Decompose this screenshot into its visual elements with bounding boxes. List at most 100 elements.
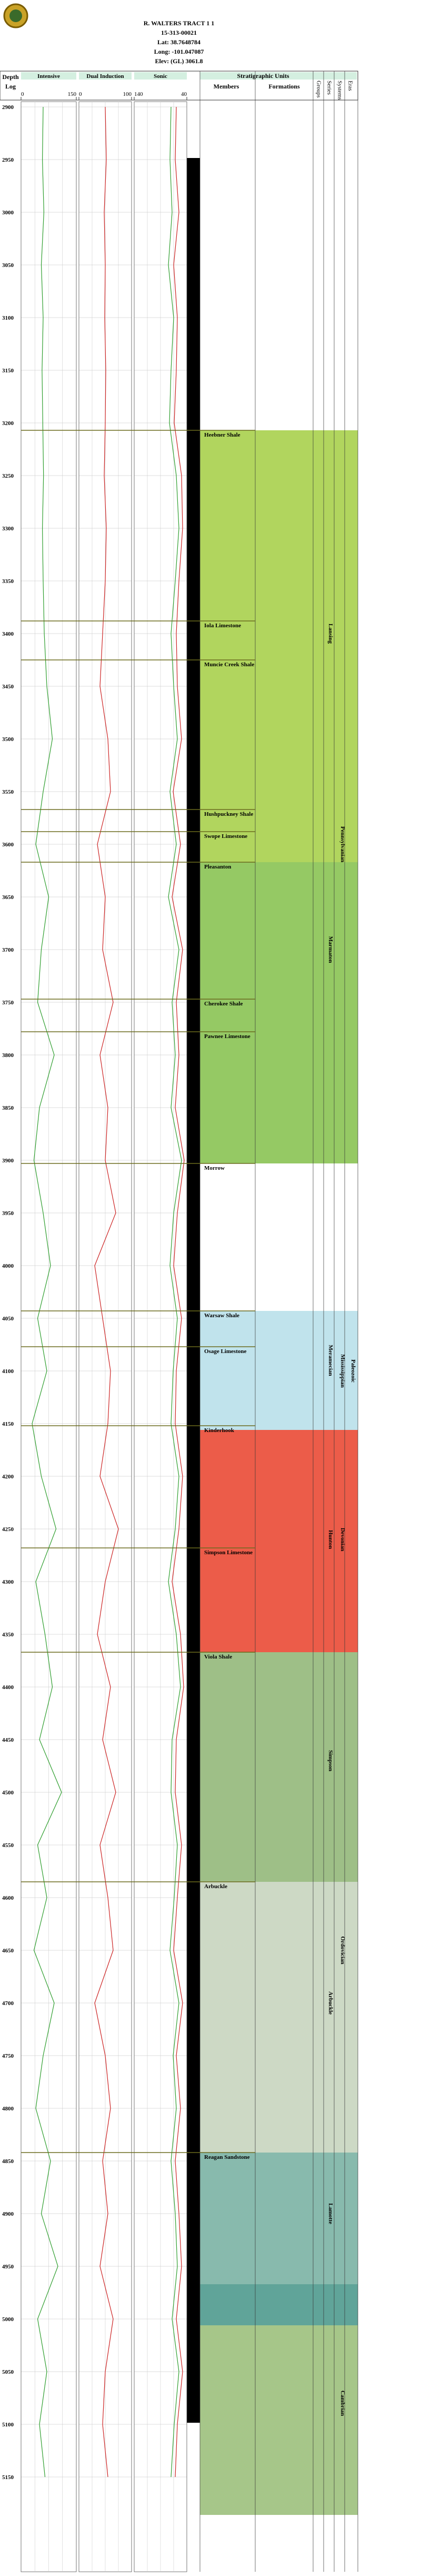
track-header-bg <box>79 72 132 80</box>
column-title: Eras <box>347 81 353 91</box>
depth-label: 3900 <box>2 1158 14 1164</box>
depth-label: 5150 <box>2 2474 14 2481</box>
depth-label: 4950 <box>2 2264 14 2270</box>
member-label: Simpson Limestone <box>204 1549 253 1556</box>
depth-label: 4650 <box>2 1948 14 1954</box>
depth-label: 3250 <box>2 473 14 479</box>
strat-zone <box>200 1652 358 1882</box>
depth-label: 3200 <box>2 420 14 427</box>
members-title: Members <box>214 83 239 90</box>
strat-zone <box>200 2325 358 2515</box>
depth-label: 3850 <box>2 1105 14 1111</box>
member-label: Pleasanton <box>204 864 231 870</box>
scale-label: 40 <box>181 91 187 97</box>
era-label: Paleozoic <box>350 1359 356 1383</box>
lithology-column <box>187 158 200 2423</box>
depth-label: 3050 <box>2 262 14 269</box>
member-label: Arbuckle <box>204 1883 227 1890</box>
member-label: Pawnee Limestone <box>204 1033 250 1040</box>
depth-label: 3300 <box>2 526 14 532</box>
system-label: Cambrian <box>339 2391 346 2416</box>
depth-label: 5100 <box>2 2422 14 2428</box>
strat-zone <box>200 2153 358 2284</box>
track-title: Intensive <box>37 73 60 80</box>
title: R. WALTERS TRACT 1 1 <box>144 19 215 27</box>
depth-subtitle: Log <box>5 83 16 90</box>
long: Long: -101.047087 <box>154 48 204 55</box>
scale-label: 100 <box>123 91 132 97</box>
depth-label: 3350 <box>2 578 14 585</box>
depth-label: 4750 <box>2 2053 14 2059</box>
depth-label: 4900 <box>2 2211 14 2217</box>
strat-zone <box>200 862 358 1163</box>
member-label: Kinderhook <box>204 1427 235 1434</box>
depth-label: 3650 <box>2 894 14 901</box>
depth-label: 5050 <box>2 2369 14 2375</box>
depth-label: 4250 <box>2 1526 14 1533</box>
logo-inner <box>9 9 22 22</box>
depth-label: 4350 <box>2 1632 14 1638</box>
strat-zone <box>200 1311 358 1430</box>
depth-label: 3600 <box>2 842 14 848</box>
depth-title: Depth <box>2 73 19 81</box>
depth-label: 3800 <box>2 1052 14 1059</box>
depth-label: 3950 <box>2 1210 14 1217</box>
strat-zone <box>200 1430 358 1652</box>
log-curve <box>172 106 185 2478</box>
member-label: Morrow <box>204 1165 225 1171</box>
depth-label: 4300 <box>2 1579 14 1585</box>
column-title: Groups <box>315 81 322 97</box>
scale-label: 0 <box>21 91 24 97</box>
column-title: Series <box>326 81 332 95</box>
scale-label: 140 <box>134 91 143 97</box>
formation-label: Arbuckle <box>327 1991 334 2015</box>
member-label: Osage Limestone <box>204 1348 246 1355</box>
member-label: Reagan Sandstone <box>204 2154 250 2160</box>
formation-label: Meramecian <box>327 1345 334 1376</box>
log-curve <box>32 106 62 2478</box>
log-curve <box>94 106 119 2478</box>
column-title: Systems <box>336 81 343 100</box>
depth-label: 4400 <box>2 1684 14 1691</box>
depth-label: 4450 <box>2 1737 14 1743</box>
member-label: Hushpuckney Shale <box>204 811 253 817</box>
depth-label: 3750 <box>2 1000 14 1006</box>
member-label: Heebner Shale <box>204 432 240 438</box>
log-curve <box>168 106 182 2478</box>
depth-label: 3100 <box>2 315 14 321</box>
formation-label: Lamotte <box>327 2203 334 2224</box>
depth-label: 4550 <box>2 1842 14 1849</box>
depth-label: 3500 <box>2 736 14 743</box>
depth-label: 4100 <box>2 1368 14 1375</box>
depth-label: 3700 <box>2 947 14 953</box>
depth-label: 5000 <box>2 2316 14 2323</box>
formation-label: Hunton <box>327 1530 334 1549</box>
formation-label: Lansing <box>327 624 334 644</box>
depth-label: 4500 <box>2 1790 14 1796</box>
elev: Elev: (GL) 3061.8 <box>155 57 203 65</box>
track-header-bg <box>21 72 76 80</box>
strat-header-bg <box>200 72 357 80</box>
member-label: Cherokee Shale <box>204 1001 243 1007</box>
depth-label: 4000 <box>2 1263 14 1269</box>
depth-label: 4050 <box>2 1316 14 1322</box>
depth-label: 4200 <box>2 1474 14 1480</box>
depth-label: 4700 <box>2 2000 14 2007</box>
depth-label: 3550 <box>2 789 14 795</box>
member-label: Muncie Creek Shale <box>204 662 254 668</box>
system-label: Mississippian <box>339 1354 346 1388</box>
depth-label: 4850 <box>2 2158 14 2165</box>
system-label: Ordovician <box>339 1936 346 1964</box>
track-title: Dual Induction <box>86 73 124 80</box>
depth-label: 2950 <box>2 157 14 163</box>
depth-label: 3150 <box>2 368 14 374</box>
system-label: Devonian <box>339 1528 346 1552</box>
depth-label: 3450 <box>2 684 14 690</box>
track-header-bg <box>134 72 187 80</box>
strat-title: Stratigraphic Units <box>237 72 289 80</box>
member-label: Viola Shale <box>204 1654 232 1660</box>
strat-zone <box>200 2284 358 2325</box>
api: 15-313-00021 <box>161 29 197 36</box>
member-label: Warsaw Shale <box>204 1312 239 1319</box>
